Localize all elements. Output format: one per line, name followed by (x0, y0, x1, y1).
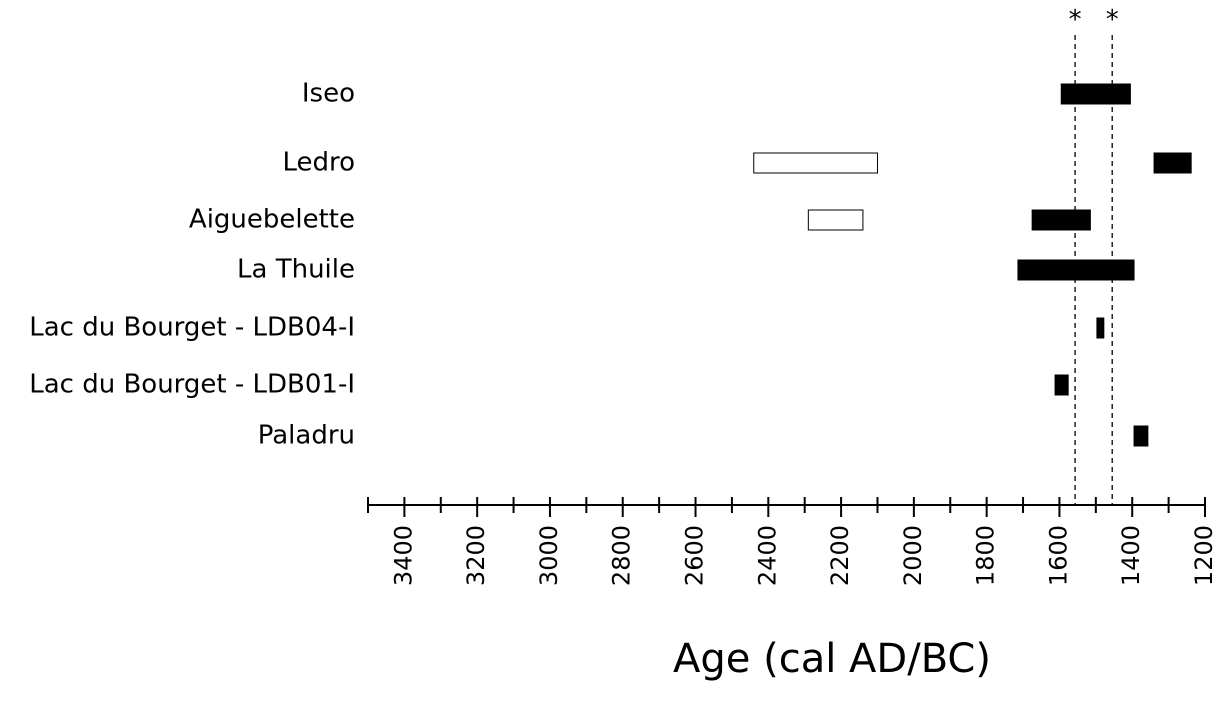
range-bar (807, 209, 864, 231)
x-tick-label: 1800 (972, 525, 1000, 586)
x-tick-label: 2000 (899, 525, 927, 586)
reference-label: * (1106, 5, 1119, 35)
range-bar (1133, 425, 1149, 447)
x-tick-label: 1600 (1044, 525, 1072, 586)
x-tick-label: 3200 (462, 525, 490, 586)
range-bar (1096, 317, 1105, 339)
category-label: Ledro (282, 148, 355, 178)
x-tick-label: 3400 (389, 525, 417, 586)
x-tick-label: 3000 (535, 525, 563, 586)
x-tick-label: 1400 (1117, 525, 1145, 586)
category-label: Iseo (302, 79, 355, 109)
x-tick-label: 2400 (753, 525, 781, 586)
range-bar (1153, 152, 1192, 174)
range-bar (1017, 259, 1135, 281)
category-label: Paladru (258, 421, 355, 451)
x-tick-label: 1200 (1190, 525, 1218, 586)
category-label: Aiguebelette (189, 205, 355, 235)
category-label: La Thuile (237, 255, 355, 285)
reference-label: * (1069, 5, 1082, 35)
range-bar (1060, 83, 1131, 105)
range-bar (753, 152, 878, 174)
x-tick-label: 2600 (681, 525, 709, 586)
category-label: Lac du Bourget - LDB04-I (29, 313, 355, 343)
range-bar (1031, 209, 1091, 231)
x-axis-label: Age (cal AD/BC) (673, 636, 991, 682)
x-tick-label: 2800 (608, 525, 636, 586)
range-bar (1054, 374, 1069, 396)
category-label: Lac du Bourget - LDB01-I (29, 370, 355, 400)
x-tick-label: 2200 (826, 525, 854, 586)
